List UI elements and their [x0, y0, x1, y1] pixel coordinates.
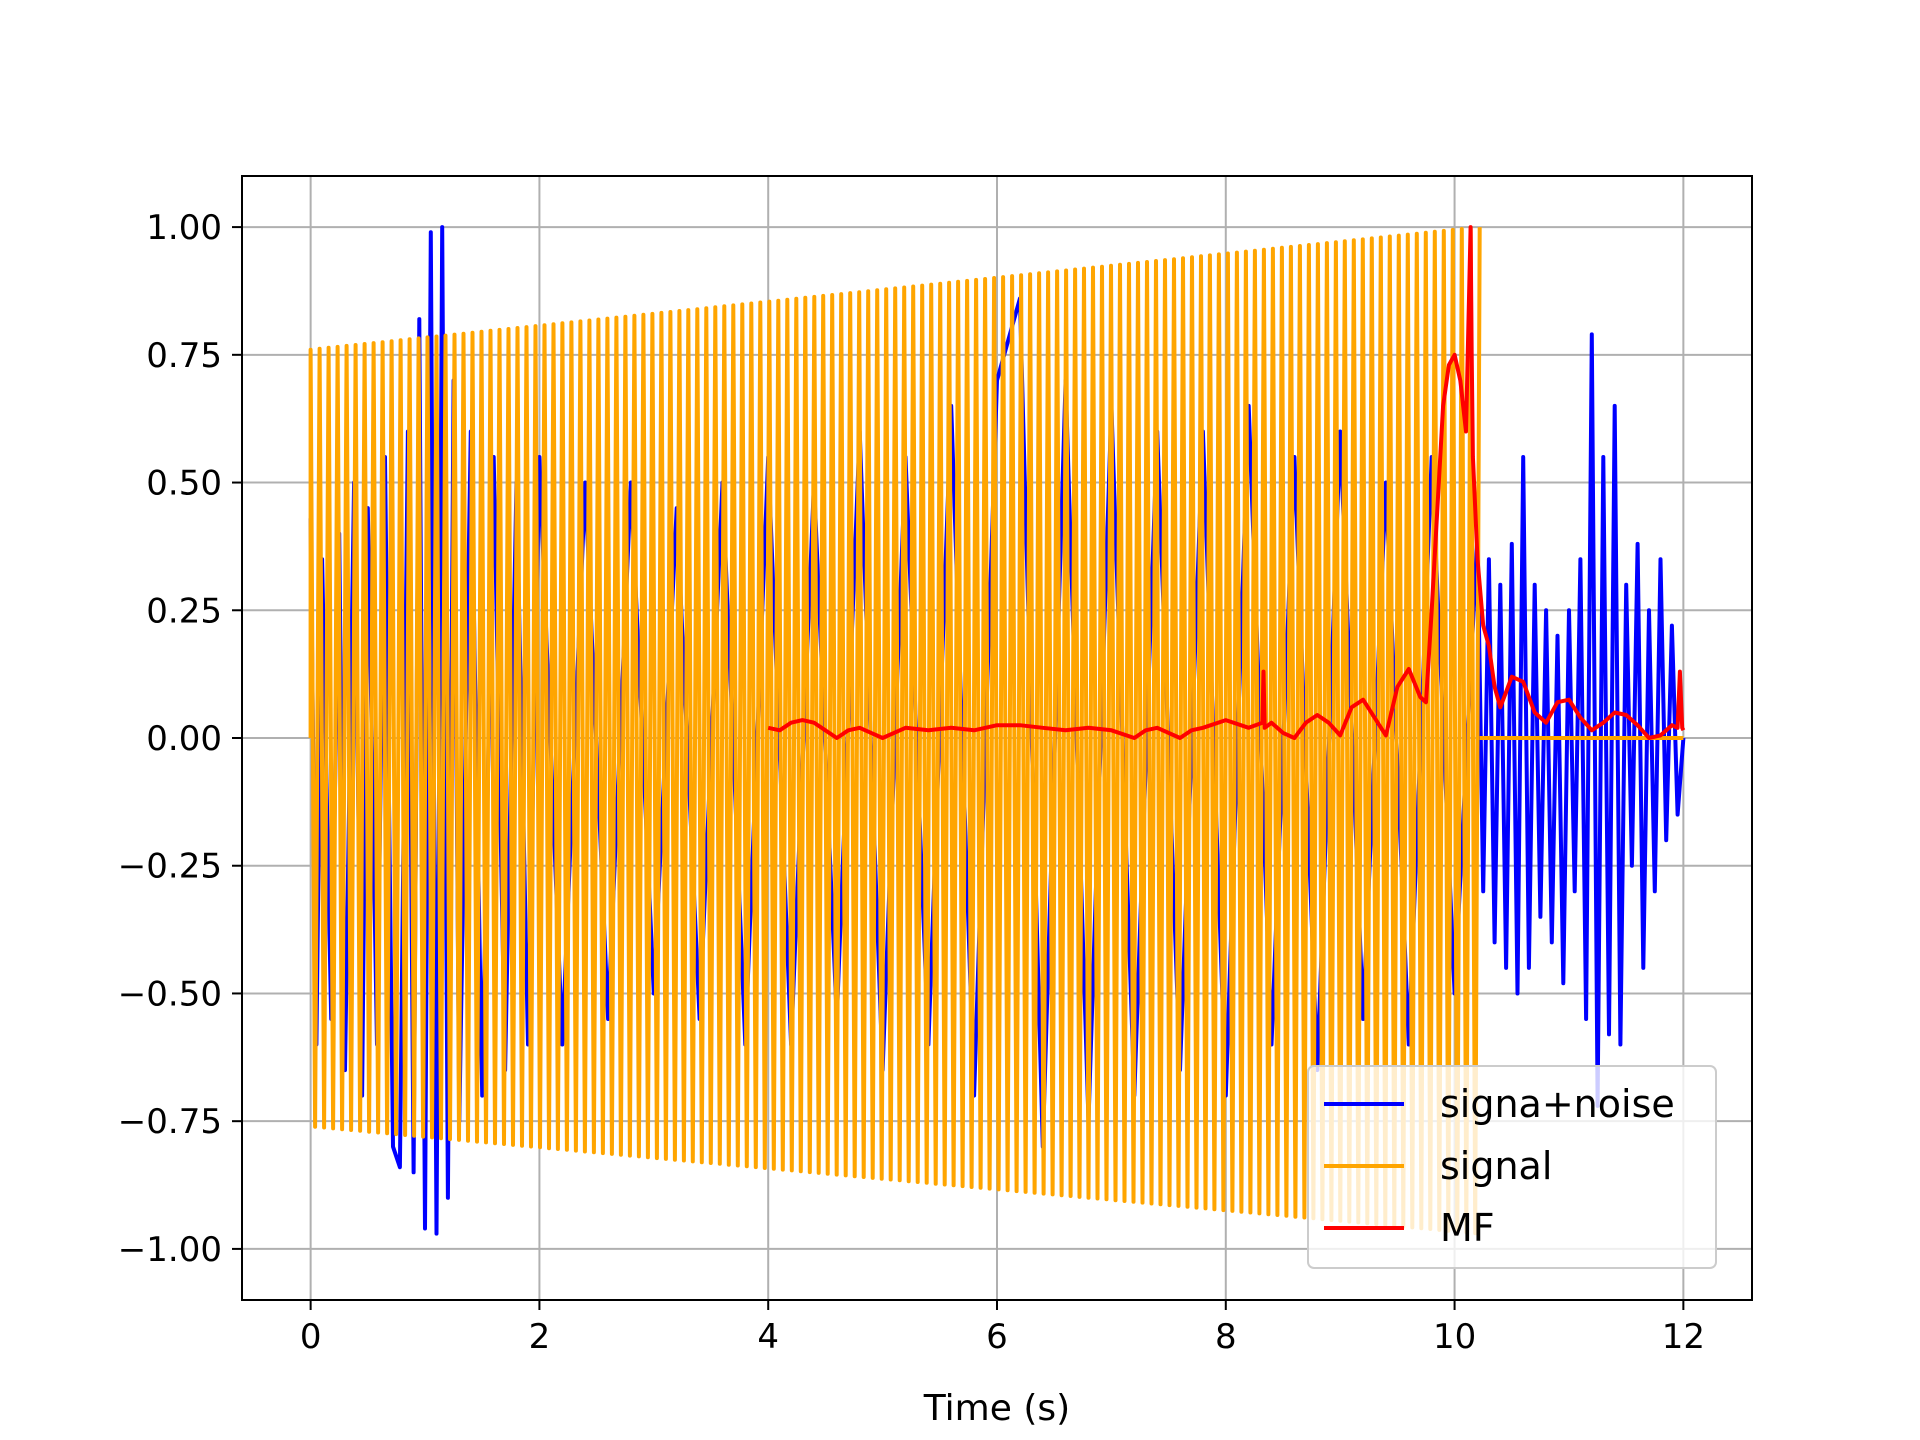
y-tick-label: 1.00: [146, 208, 222, 248]
y-ticks: 1.00 0.75 0.50 0.25 0.00 −0.25 −0.50 −0.75 −1.00: [118, 208, 242, 1270]
y-tick-label: 0.75: [146, 336, 222, 376]
y-tick-label: −0.25: [118, 847, 222, 887]
y-tick-label: 0.25: [146, 591, 222, 631]
x-axis-label: Time (s): [923, 1388, 1070, 1429]
legend: signa+noise signal MF: [1307, 1065, 1717, 1269]
series-mf-line: [767, 225, 1686, 740]
x-tick-label: 2: [529, 1317, 551, 1357]
y-tick-label: −0.50: [118, 974, 222, 1014]
x-tick-label: 10: [1433, 1317, 1476, 1357]
y-tick-label: −1.00: [118, 1230, 222, 1270]
x-tick-label: 6: [986, 1317, 1008, 1357]
x-ticks: 0 2 4 6 8 10 12: [300, 1300, 1705, 1357]
x-tick-label: 12: [1662, 1317, 1705, 1357]
x-tick-label: 4: [757, 1317, 779, 1357]
legend-box: [1307, 1065, 1717, 1269]
series-layer: [308, 225, 1686, 1236]
y-tick-label: −0.75: [118, 1102, 222, 1142]
x-tick-label: 0: [300, 1317, 322, 1357]
y-tick-label: 0.00: [146, 719, 222, 759]
legend-label: MF: [1440, 1206, 1495, 1250]
y-tick-label: 0.50: [146, 464, 222, 504]
x-tick-label: 8: [1215, 1317, 1237, 1357]
legend-label: signal: [1440, 1144, 1552, 1188]
legend-label: signa+noise: [1440, 1082, 1675, 1126]
